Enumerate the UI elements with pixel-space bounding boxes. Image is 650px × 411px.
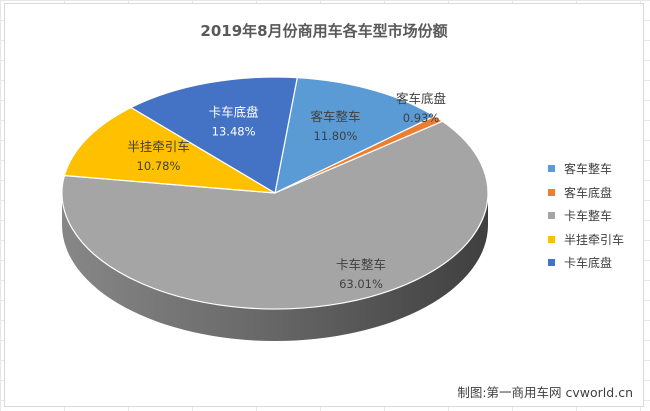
legend-label-truck-chassis: 卡车底盘: [564, 256, 613, 271]
legend-swatch-semi-tractor: [548, 235, 555, 243]
legend-label-truck-complete: 卡车整车: [564, 209, 613, 224]
legend-item-truck-chassis: 卡车底盘: [548, 251, 624, 275]
data-label-category-semi-tractor: 半挂牵引车: [127, 139, 190, 154]
legend-item-truck-complete: 卡车整车: [548, 204, 624, 228]
legend-swatch-truck-chassis: [548, 259, 555, 267]
pie-chart[interactable]: 客车整车 11.80% 客车底盘 0.93% 卡车整车 63.01% 半挂牵引车 10.78%…: [5, 4, 645, 408]
legend-label-bus-complete: 客车整车: [564, 162, 613, 177]
data-label-value-bus-chassis: 0.93%: [403, 111, 440, 125]
legend: 客车整车客车底盘卡车整车半挂牵引车卡车底盘: [548, 157, 624, 275]
chart-area[interactable]: 2019年8月份商用车各车型市场份额 客车整车 11.80% 客车底盘 0.93% 卡车…: [4, 3, 644, 407]
legend-item-bus-complete: 客车整车: [548, 157, 624, 181]
slice-bus-complete[interactable]: [274, 77, 436, 195]
legend-swatch-truck-complete: [548, 212, 555, 220]
slice-side-truck-complete: [62, 193, 488, 341]
data-label-value-truck-complete: 63.01%: [339, 277, 383, 291]
chart-title: 2019年8月份商用车各车型市场份额: [200, 22, 448, 40]
slice-truck-complete[interactable]: [61, 120, 489, 310]
data-labels: 客车整车 11.80% 客车底盘 0.93% 卡车整车 63.01% 半挂牵引车 10.78%…: [127, 91, 446, 291]
legend-item-bus-chassis: 客车底盘: [548, 181, 624, 205]
legend-swatch-bus-chassis: [548, 188, 555, 196]
legend-label-semi-tractor: 半挂牵引车: [564, 232, 625, 247]
data-label-category-truck-complete: 卡车整车: [336, 257, 386, 272]
pie-side-walls: [62, 193, 488, 341]
legend-item-semi-tractor: 半挂牵引车: [548, 228, 624, 252]
data-label-value-semi-tractor: 10.78%: [137, 159, 181, 173]
slice-semi-tractor[interactable]: [63, 106, 276, 194]
data-label-value-truck-chassis: 13.48%: [212, 125, 256, 139]
data-label-category-truck-chassis: 卡车底盘: [209, 105, 259, 120]
slice-truck-chassis[interactable]: [129, 76, 298, 194]
data-label-value-bus-complete: 11.80%: [314, 129, 358, 143]
data-label-category-bus-chassis: 客车底盘: [396, 91, 446, 106]
legend-swatch-bus-complete: [548, 165, 555, 173]
legend-label-bus-chassis: 客车底盘: [564, 185, 613, 200]
chart-credit: 制图:第一商用车网 cvworld.cn: [457, 385, 633, 400]
data-label-category-bus-complete: 客车整车: [310, 109, 360, 124]
